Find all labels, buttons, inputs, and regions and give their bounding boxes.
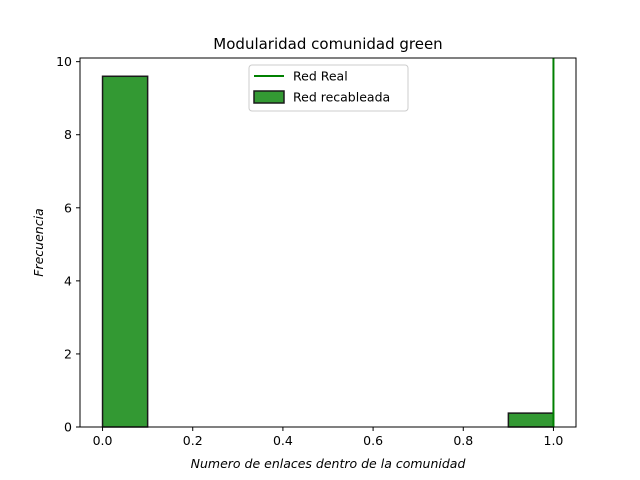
x-tick-label: 1.0 (544, 433, 564, 448)
y-axis-label: Frecuencia (31, 208, 46, 276)
y-tick-label: 0 (64, 420, 72, 435)
histogram-bar (507, 412, 555, 428)
x-tick-label: 0.8 (453, 433, 473, 448)
legend-swatch-red-recableada (253, 90, 285, 104)
y-tick-label: 10 (56, 54, 72, 69)
x-tick-label: 0.6 (363, 433, 383, 448)
chart-title: Modularidad comunidad green (213, 35, 442, 53)
x-tick-label: 0.2 (183, 433, 203, 448)
y-axis-ticks: 0 2 4 6 8 10 (56, 54, 80, 435)
x-tick-label: 0.0 (93, 433, 113, 448)
y-tick-label: 6 (64, 200, 72, 215)
legend-box (248, 64, 409, 112)
legend-label-red-real: Red Real (293, 69, 348, 84)
plot-frame (79, 57, 577, 428)
legend-label-red-recableada: Red recableada (293, 90, 390, 105)
y-tick-label: 2 (64, 346, 72, 361)
histogram-bar (101, 75, 149, 428)
x-axis-label: Numero de enlaces dentro de la comunidad (191, 456, 466, 471)
y-tick-label: 4 (64, 273, 72, 288)
x-axis-ticks: 0.0 0.2 0.4 0.6 0.8 1.0 (93, 427, 564, 448)
legend: Red Real Red recableada (248, 64, 409, 112)
histogram-bars (101, 75, 555, 428)
x-tick-label: 0.4 (273, 433, 293, 448)
y-tick-label: 8 (64, 127, 72, 142)
